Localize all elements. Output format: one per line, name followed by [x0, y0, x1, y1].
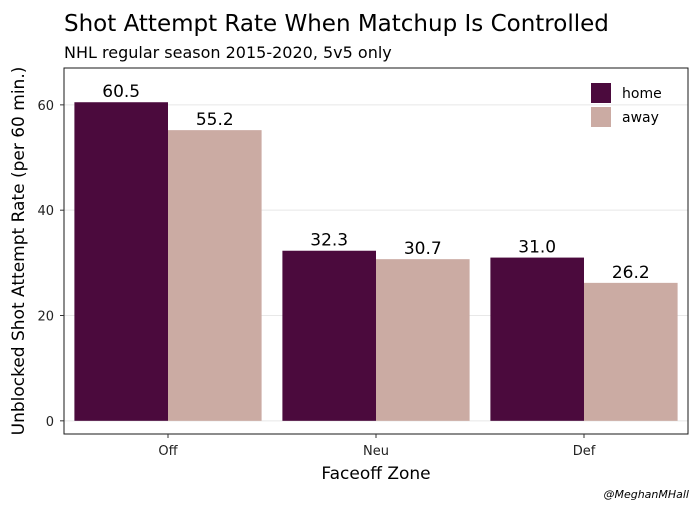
value-label-away-def: 26.2	[612, 263, 650, 283]
y-tick-label: 0	[46, 415, 54, 430]
y-axis-title: Unblocked Shot Attempt Rate (per 60 min.…	[9, 67, 29, 436]
chart-title: Shot Attempt Rate When Matchup Is Contro…	[64, 11, 609, 37]
legend-label-away: away	[622, 110, 659, 126]
bar-home-neu	[282, 250, 376, 421]
chart-caption: @MeghanMHall	[603, 488, 689, 501]
legend-key-away	[591, 107, 611, 127]
legend-label-home: home	[622, 86, 662, 102]
bar-away-off	[168, 130, 262, 421]
value-label-home-neu: 32.3	[310, 231, 348, 251]
x-tick-label: Neu	[363, 444, 389, 459]
x-axis: Off Neu Def	[158, 434, 596, 459]
x-tick-label: Def	[573, 444, 596, 459]
value-labels: 60.5 55.2 32.3 30.7 31.0 26.2	[102, 82, 649, 283]
bar-home-def	[490, 257, 584, 421]
bar-away-neu	[376, 259, 470, 421]
legend-key-home	[591, 83, 611, 103]
bar-away-def	[584, 282, 678, 421]
bars	[74, 102, 678, 421]
y-tick-label: 40	[37, 204, 54, 219]
value-label-home-off: 60.5	[102, 82, 140, 102]
chart-subtitle: NHL regular season 2015-2020, 5v5 only	[64, 43, 392, 62]
y-tick-label: 20	[37, 310, 54, 325]
y-axis: 0 20 40 60	[37, 99, 64, 430]
value-label-home-def: 31.0	[518, 238, 556, 258]
legend: home away	[591, 83, 662, 127]
y-tick-label: 60	[37, 99, 54, 114]
value-label-away-neu: 30.7	[404, 239, 442, 259]
x-axis-title: Faceoff Zone	[321, 464, 430, 484]
x-tick-label: Off	[158, 444, 178, 459]
value-label-away-off: 55.2	[196, 110, 234, 130]
bar-home-off	[74, 102, 168, 421]
